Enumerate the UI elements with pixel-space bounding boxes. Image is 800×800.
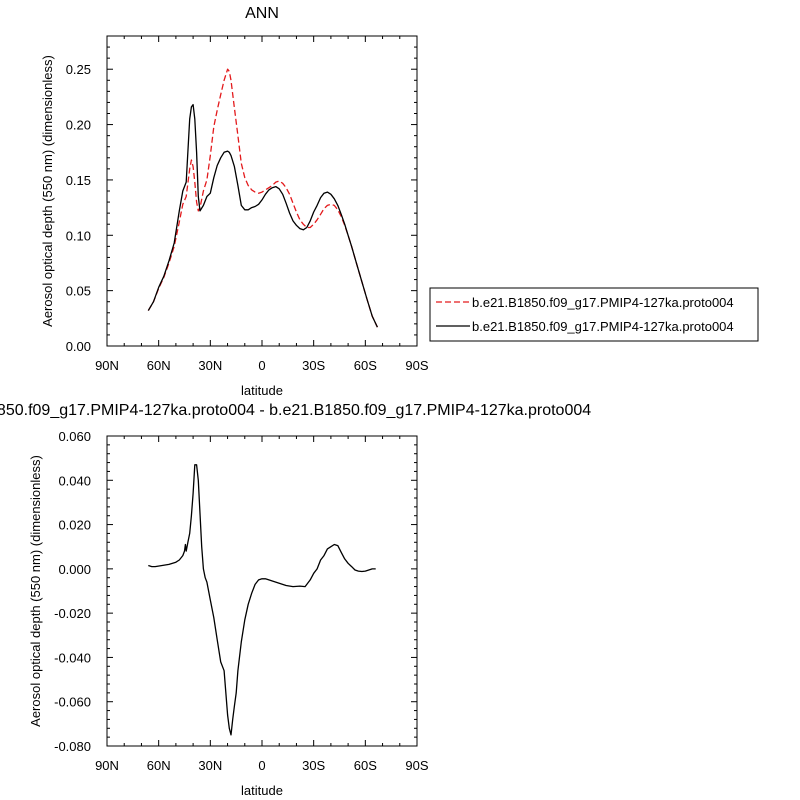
top-plot-frame: [106, 35, 418, 347]
top-y-tick-label: 0.20: [66, 118, 91, 133]
top-series-line-2: [147, 103, 378, 328]
top-x-tick-label: 30S: [302, 358, 325, 373]
bottom-chart-title: b.e21.B1850.f09_g17.PMIP4-127ka.proto004…: [0, 402, 591, 419]
top-chart: ANN 90N 60N 30N 0 30S 60S 90S 0.00 0.05 0.10 0.15…: [40, 5, 759, 398]
bottom-plot-frame: [106, 435, 418, 747]
bottom-y-tick-label: 0.060: [58, 429, 91, 444]
bottom-x-tick-label: 30N: [198, 758, 222, 773]
bottom-series-group: [148, 464, 376, 736]
legend-label-series-2: b.e21.B1850.f09_g17.PMIP4-127ka.proto004: [472, 319, 734, 334]
bottom-series-line-1: [148, 464, 376, 736]
top-chart-title: ANN: [245, 5, 279, 22]
bottom-x-tick-label: 90N: [95, 758, 119, 773]
top-x-tick-label: 90N: [95, 358, 119, 373]
bottom-x-axis-label: latitude: [241, 783, 283, 798]
bottom-x-tick-label: 60N: [147, 758, 171, 773]
bottom-y-tick-label: 0.040: [58, 473, 91, 488]
top-y-tick-label: 0.05: [66, 284, 91, 299]
top-y-axis: 0.00 0.05 0.10 0.15 0.20 0.25: [66, 35, 417, 354]
bottom-y-tick-label: -0.080: [54, 739, 91, 754]
bottom-y-axis: -0.080 -0.060 -0.040 -0.020 0.000 0.020 0.040 0…: [54, 429, 417, 754]
bottom-x-tick-label: 0: [258, 758, 265, 773]
bottom-x-tick-label: 60S: [354, 758, 377, 773]
legend: b.e21.B1850.f09_g17.PMIP4-127ka.proto004…: [429, 287, 759, 342]
top-y-tick-label: 0.25: [66, 62, 91, 77]
top-x-tick-label: 60N: [147, 358, 171, 373]
bottom-x-axis: 90N 60N 30N 0 30S 60S 90S: [95, 436, 429, 773]
bottom-y-tick-label: -0.040: [54, 650, 91, 665]
top-y-tick-label: 0.15: [66, 173, 91, 188]
legend-label-series-1: b.e21.B1850.f09_g17.PMIP4-127ka.proto004: [472, 295, 734, 310]
top-x-axis: 90N 60N 30N 0 30S 60S 90S: [95, 36, 429, 373]
bottom-y-tick-label: -0.020: [54, 606, 91, 621]
bottom-chart: b.e21.B1850.f09_g17.PMIP4-127ka.proto004…: [0, 402, 591, 798]
top-x-tick-label: 90S: [405, 358, 428, 373]
top-x-tick-label: 0: [258, 358, 265, 373]
top-y-tick-label: 0.00: [66, 339, 91, 354]
bottom-x-tick-label: 90S: [405, 758, 428, 773]
top-x-tick-label: 60S: [354, 358, 377, 373]
top-y-tick-label: 0.10: [66, 228, 91, 243]
bottom-y-axis-label: Aerosol optical depth (550 nm) (dimensio…: [28, 455, 43, 727]
legend-box: [429, 287, 759, 342]
bottom-y-tick-label: -0.060: [54, 695, 91, 710]
top-series-line-1: [147, 68, 378, 328]
top-y-axis-label: Aerosol optical depth (550 nm) (dimensio…: [40, 55, 55, 327]
top-x-tick-label: 30N: [198, 358, 222, 373]
bottom-y-tick-label: 0.000: [58, 562, 91, 577]
bottom-y-tick-label: 0.020: [58, 518, 91, 533]
top-series-group: [147, 68, 378, 328]
bottom-x-tick-label: 30S: [302, 758, 325, 773]
top-x-axis-label: latitude: [241, 383, 283, 398]
